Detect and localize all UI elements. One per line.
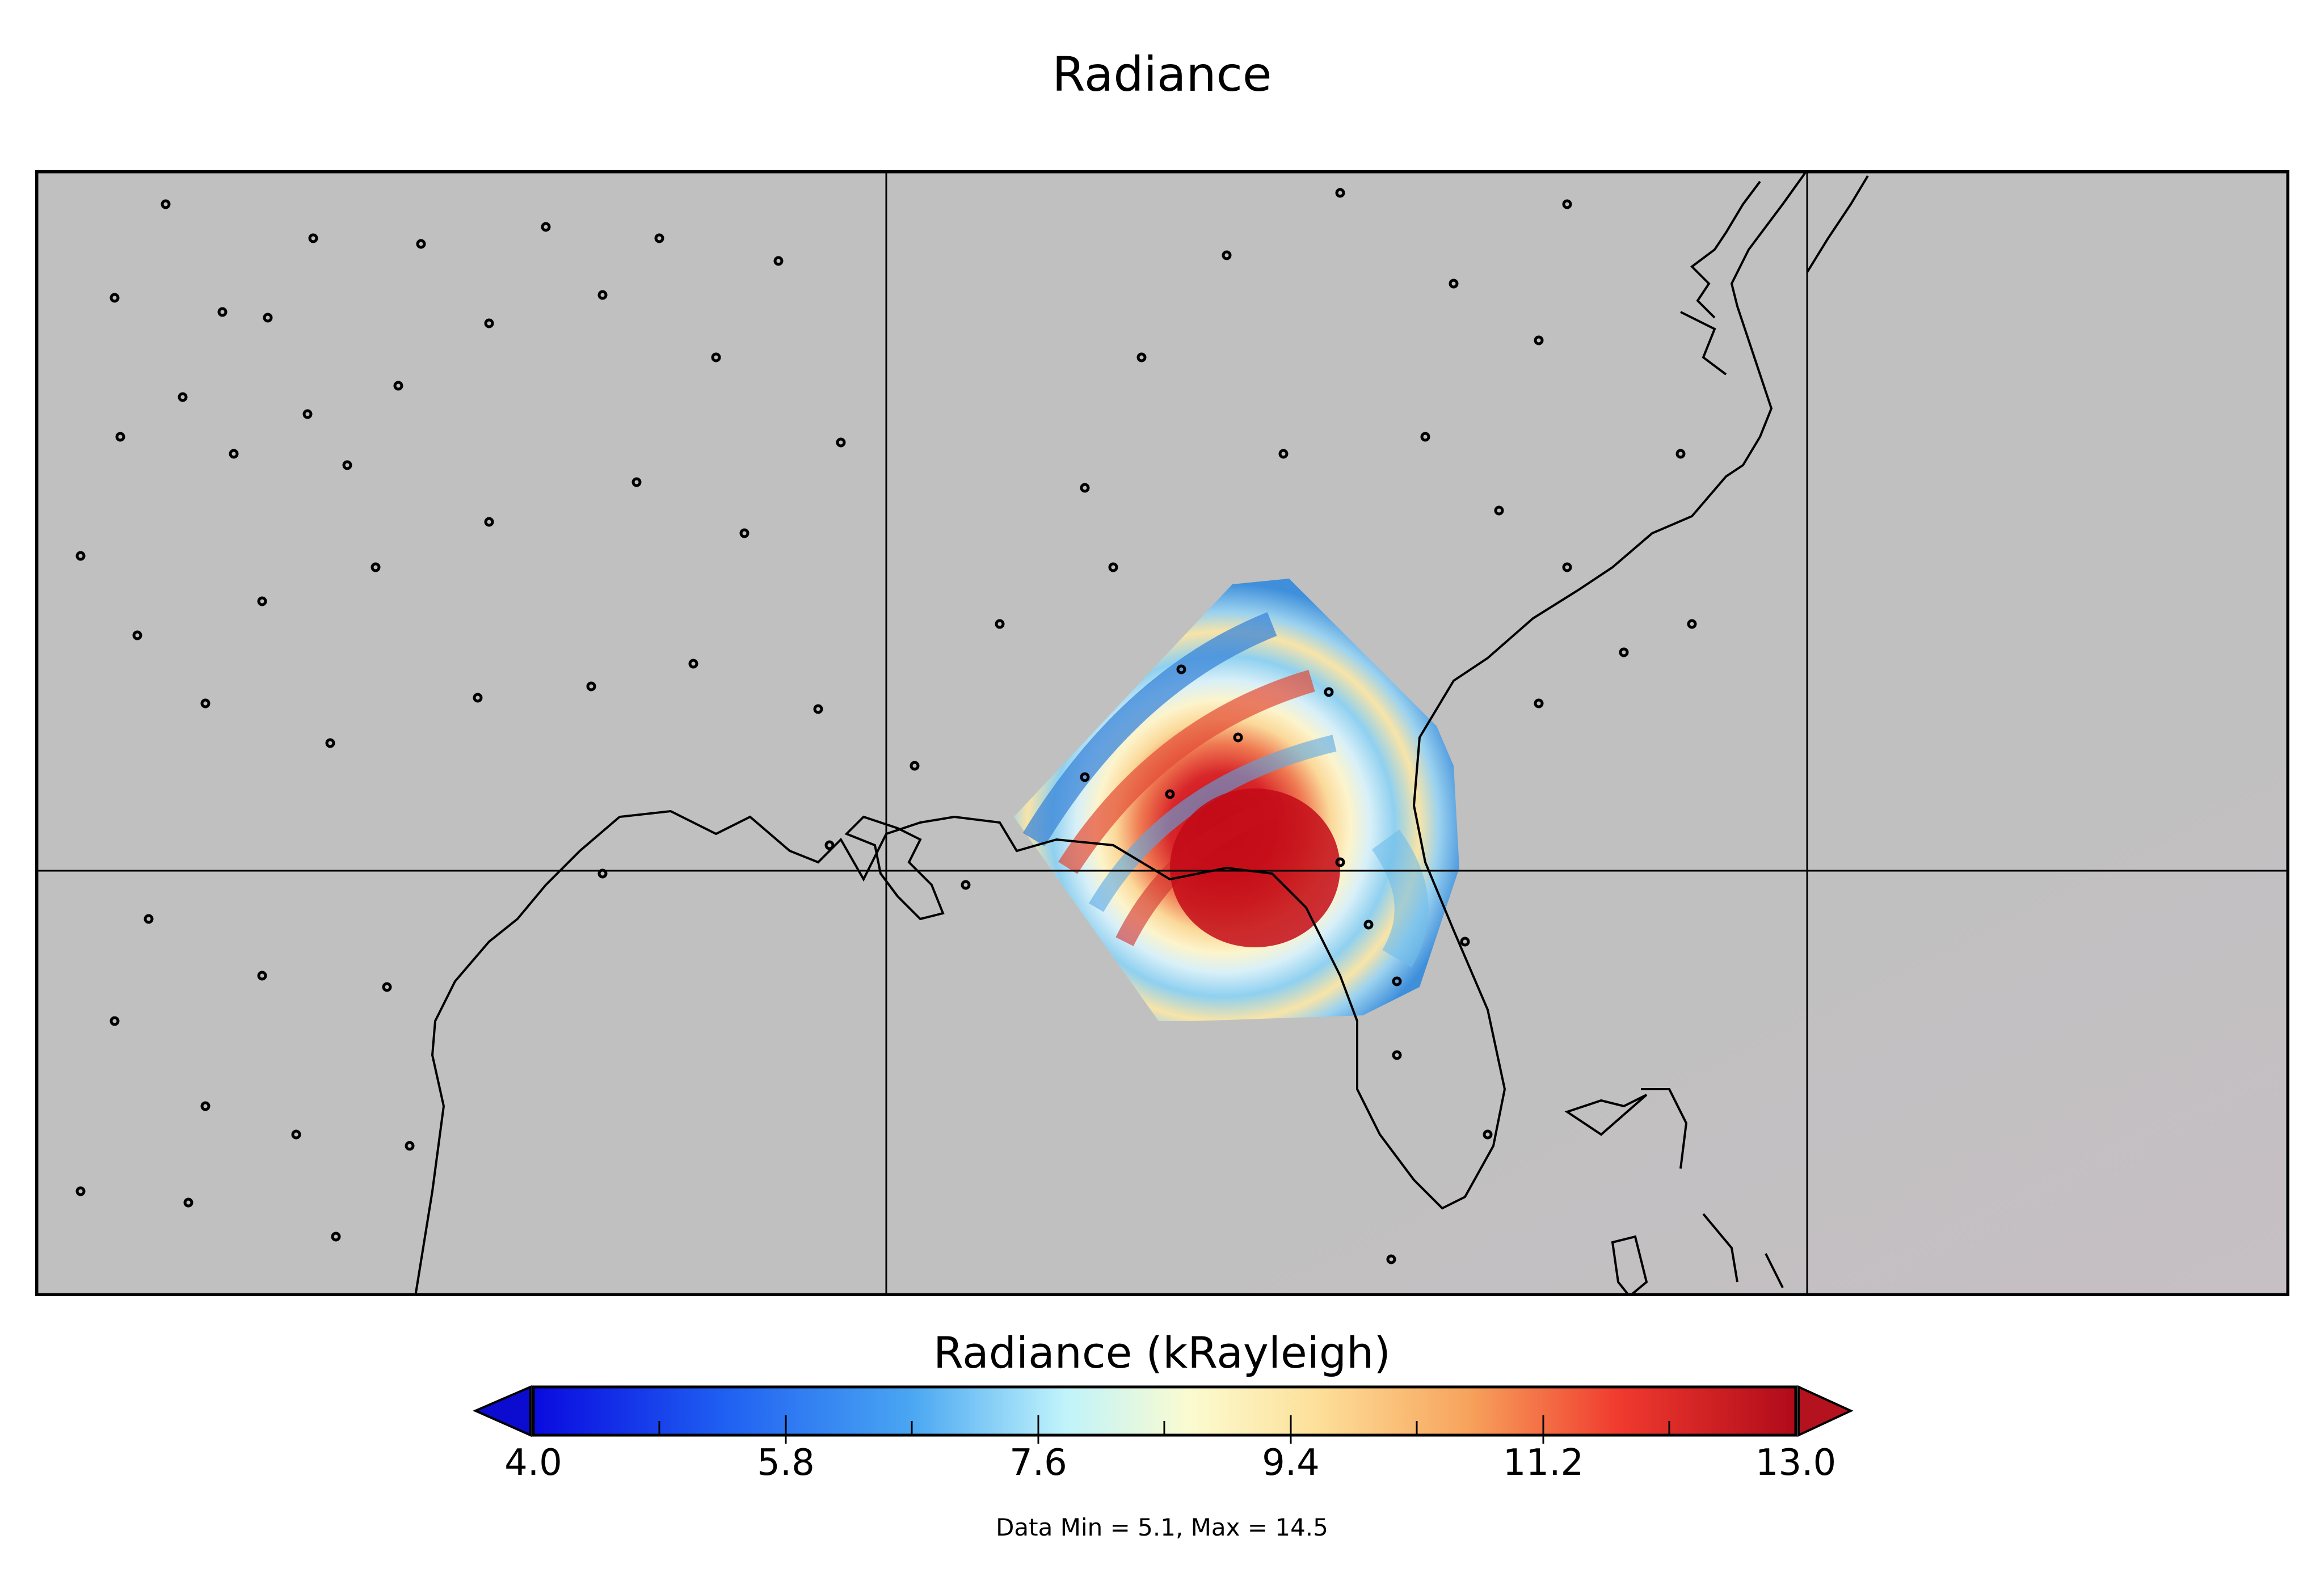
colorbar-gradient — [532, 1385, 1797, 1437]
tick-label: 7.6 — [1009, 1442, 1067, 1484]
colorbar-ticks — [658, 1415, 1670, 1444]
under-arrow-icon — [473, 1385, 532, 1437]
data-range-note: Data Min = 5.1, Max = 14.5 — [996, 1513, 1328, 1541]
over-arrow-icon — [1797, 1385, 1854, 1437]
tick-label: 11.2 — [1502, 1442, 1584, 1484]
map-canvas — [35, 170, 2289, 1296]
tick-label: 4.0 — [504, 1442, 562, 1484]
coastline — [414, 170, 1869, 1296]
station-markers — [75, 188, 1697, 1264]
gridlines — [35, 170, 2289, 1296]
tick-label: 9.4 — [1262, 1442, 1320, 1484]
colorbar-label: Radiance (kRayleigh) — [933, 1327, 1391, 1378]
radiance-overlay — [1014, 579, 1459, 1021]
tick-label: 5.8 — [757, 1442, 815, 1484]
chart-title: Radiance — [1052, 47, 1272, 102]
map-panel — [35, 170, 2289, 1296]
map-frame — [35, 170, 2289, 1296]
tick-label: 13.0 — [1755, 1442, 1837, 1484]
